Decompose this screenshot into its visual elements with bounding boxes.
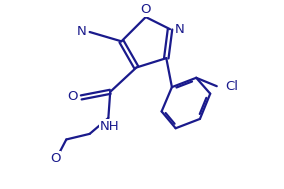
- Text: O: O: [50, 152, 60, 165]
- Text: NH: NH: [99, 120, 119, 133]
- Text: N: N: [175, 23, 185, 36]
- Text: Cl: Cl: [225, 80, 238, 93]
- Text: O: O: [67, 90, 78, 103]
- Text: N: N: [77, 25, 87, 38]
- Text: O: O: [141, 3, 151, 16]
